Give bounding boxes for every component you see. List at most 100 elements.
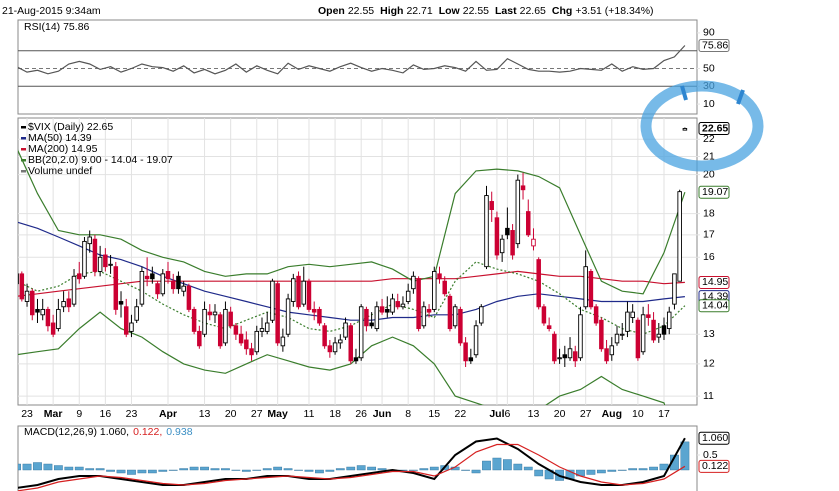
y-tick-label: 11: [703, 390, 714, 402]
value-box-label: 14.04: [702, 299, 728, 311]
quote-text: Open 22.55 High 22.71 Low 22.55 Last 22.65 Chg +3…: [318, 5, 654, 17]
histogram-bar: [221, 468, 230, 471]
candle-body: [536, 259, 541, 308]
quote-label: High: [380, 5, 403, 17]
candle-body: [87, 236, 92, 245]
candle-body: [374, 306, 380, 330]
candle-body: [285, 298, 291, 335]
x-tick-label: 11: [304, 408, 315, 420]
candle-body: [170, 280, 176, 290]
indicator-line: [18, 437, 686, 489]
value-box: [698, 185, 730, 199]
candle-body: [228, 311, 233, 327]
candle-body: [369, 322, 374, 327]
candle-body: [259, 328, 265, 332]
title-part: MACD(12,26,9) 1.060,: [24, 426, 129, 438]
histogram-bar: [670, 454, 679, 471]
candle-body: [432, 270, 437, 310]
header-quote: Open 22.55 High 22.71 Low 22.55 Last 22.65 Chg +3…: [318, 5, 654, 17]
rsi-lines: [18, 45, 686, 75]
x-tick-label: 13: [199, 408, 211, 420]
histogram-bar: [586, 469, 596, 475]
histogram-bar: [649, 466, 658, 471]
candle-body: [82, 240, 87, 277]
value-box: [698, 299, 730, 313]
candle-body: [505, 227, 510, 236]
candle-body: [619, 333, 625, 336]
candle-body: [677, 191, 682, 282]
x-tick-label: 20: [554, 408, 566, 420]
candle-body: [531, 238, 536, 247]
candle-body: [181, 285, 186, 292]
candle-body: [77, 273, 82, 280]
candle-body: [489, 201, 494, 210]
candle-body: [97, 256, 103, 272]
candle-body: [50, 322, 56, 335]
legend-swatch: [21, 159, 26, 162]
title-part: 0.938: [166, 426, 192, 438]
x-tick-label: May: [267, 408, 288, 420]
candle-body: [66, 298, 72, 308]
candle-body: [358, 306, 364, 359]
value-box-label: 22.65: [702, 122, 728, 134]
candle-body: [499, 238, 505, 254]
histogram-bar: [95, 468, 105, 471]
candle-body: [103, 254, 108, 268]
legend-label: MA(50) 14.39: [28, 132, 92, 144]
candle-body: [484, 195, 489, 268]
legend-label: BB(20,2.0) 9.00 - 14.04 - 19.07: [28, 154, 173, 166]
x-tick-label: 18: [329, 408, 341, 420]
candle-body: [546, 325, 552, 330]
histogram-bar: [461, 469, 470, 471]
histogram-bar: [127, 469, 136, 475]
candle-body: [327, 345, 333, 353]
annotation-strokes: [680, 85, 745, 105]
candle-body: [197, 330, 202, 347]
x-tick-label: 27: [251, 408, 263, 420]
candle-body: [609, 345, 615, 356]
candle-body: [311, 308, 317, 313]
candle-body: [129, 322, 134, 332]
candle-body: [405, 290, 411, 302]
candle-body: [202, 308, 207, 335]
candle-body: [343, 322, 348, 338]
panel-title: MACD(12,26,9) 1.060, 0.122, 0.938: [24, 426, 193, 438]
histogram-bar: [367, 466, 377, 471]
price-panel-frame: [17, 117, 698, 406]
candle-body: [18, 273, 19, 285]
histogram-bar: [607, 469, 617, 472]
candle-body: [468, 357, 474, 362]
histogram-bar: [18, 463, 21, 471]
histogram-bar: [377, 468, 387, 471]
quote-value: +3.51 (+18.34%): [575, 5, 653, 17]
indicator-line: [18, 221, 685, 321]
x-tick-label: 9: [76, 408, 82, 420]
histogram-bar: [64, 466, 74, 471]
value-box: [698, 275, 730, 289]
x-tick-label: 27: [580, 408, 592, 420]
x-tick-label: Mar: [44, 408, 63, 420]
y-tick-label: 10: [703, 98, 715, 110]
histogram-bar: [628, 468, 638, 471]
histogram-bar: [85, 468, 95, 471]
legend-label: MA(200) 14.95: [28, 143, 98, 155]
candle-body: [249, 348, 254, 356]
histogram-bar: [492, 457, 502, 471]
histogram-bar: [179, 468, 189, 471]
histogram-bar: [502, 459, 512, 471]
candle-body: [71, 275, 77, 305]
quote-value: 22.65: [520, 5, 546, 17]
candle-body: [150, 273, 155, 280]
histogram-bar: [43, 463, 53, 471]
candle-body: [348, 325, 353, 362]
quote-label: Low: [439, 5, 461, 17]
histogram-bar: [252, 469, 262, 471]
candle-body: [494, 217, 500, 256]
histogram-bar: [189, 466, 199, 471]
rsi-panel-frame: [17, 19, 698, 115]
candle-body: [134, 306, 139, 321]
candle-body: [40, 308, 45, 316]
candle-body: [322, 325, 327, 347]
y-tick-label: 13: [703, 328, 715, 340]
